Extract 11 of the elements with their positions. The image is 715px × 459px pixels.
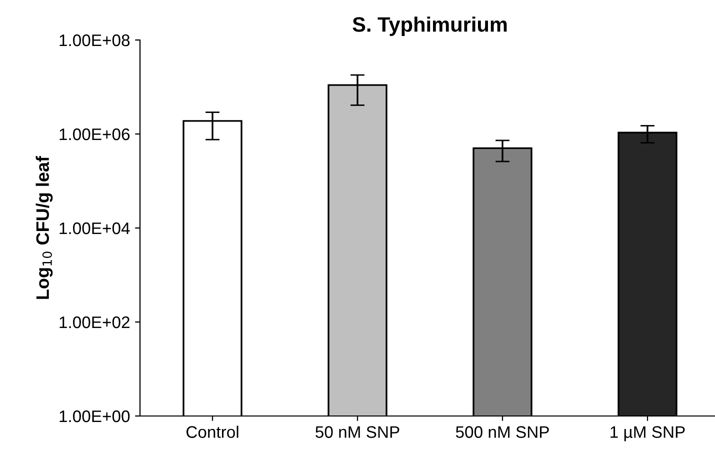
y-tick-label: 1.00E+06 bbox=[60, 128, 130, 140]
y-tick-label: 1.00E+00 bbox=[60, 410, 130, 422]
x-tick-label: 500 nM SNP bbox=[456, 426, 549, 438]
y-tick-label: 1.00E+04 bbox=[60, 222, 130, 234]
chart-title: S. Typhimurium bbox=[352, 16, 507, 36]
y-tick-label: 1.00E+08 bbox=[60, 34, 130, 46]
x-tick-label: Control bbox=[186, 426, 238, 438]
x-tick-label: 50 nM SNP bbox=[316, 426, 400, 438]
y-tick-label: 1.00E+02 bbox=[60, 316, 130, 328]
x-tick-label: 1 µM SNP bbox=[610, 426, 685, 442]
y-axis-title: Log$_{10}$ CFU/g leaf bbox=[36, 156, 53, 299]
